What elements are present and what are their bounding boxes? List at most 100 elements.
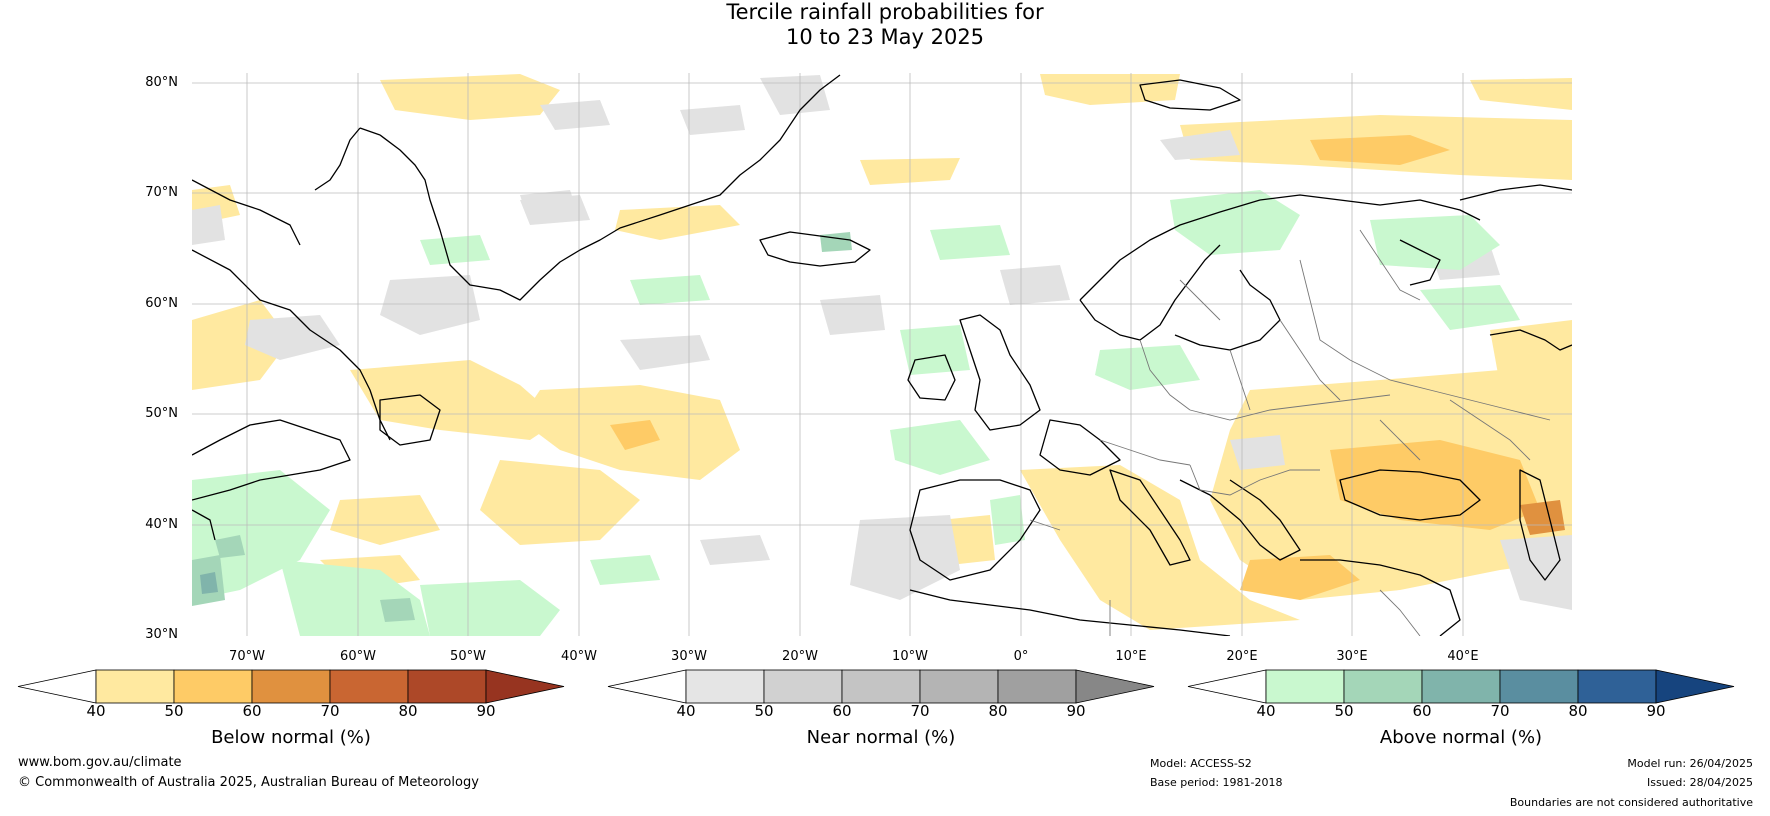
above-patch [200, 572, 218, 594]
near-patch [380, 275, 480, 335]
lat-label-30n: 30°N [145, 627, 178, 642]
cb-below-tick: 60 [242, 702, 262, 720]
coastline-british-isles [959, 314, 1041, 431]
above-patch [590, 555, 660, 585]
above-patch [1420, 285, 1520, 330]
near-patch [520, 190, 575, 210]
below-patch [1520, 500, 1565, 535]
colorbar-segment [1577, 669, 1657, 704]
lon-label-60w: 60°W [340, 649, 376, 664]
above-patch [630, 275, 710, 305]
colorbar-extend-high [1655, 669, 1735, 704]
coastline-iceland [759, 231, 871, 267]
below-patch [610, 420, 660, 450]
near-patch [1000, 265, 1070, 305]
footer-base-period: Base period: 1981-2018 [1150, 776, 1283, 789]
below-patch [350, 360, 560, 440]
lon-label-70w: 70°W [229, 649, 265, 664]
cb-below-tick: 80 [398, 702, 418, 720]
colorbar-segment [1343, 669, 1423, 704]
below-patch [1470, 78, 1572, 110]
coastline-iberia [909, 479, 1041, 581]
footer-boundaries-note: Boundaries are not considered authoritat… [1509, 796, 1753, 809]
coastline-norway [1079, 194, 1481, 301]
colorbar-extend-low [1187, 669, 1267, 704]
coastline-italy [1109, 469, 1191, 566]
coastline-caspian [1519, 469, 1561, 581]
colorbar-segment [685, 669, 765, 704]
cb-near-tick: 70 [910, 702, 930, 720]
above-patch [930, 225, 1010, 260]
map-title-line1: Tercile rainfall probabilities for [726, 0, 1044, 24]
lon-label-40e: 40°E [1447, 649, 1479, 664]
coastline-scandinavia-south [1079, 244, 1221, 341]
above-patch [1170, 190, 1300, 255]
near-patch [850, 515, 960, 600]
colorbar-segment [329, 669, 409, 704]
footer-website-link[interactable]: www.bom.gov.au/climate [18, 755, 182, 770]
cb-below-tick: 40 [86, 702, 106, 720]
cb-above-tick: 80 [1568, 702, 1588, 720]
colorbar-segment [1421, 669, 1501, 704]
colorbar-above-normal [1187, 669, 1735, 704]
cb-near-tick: 40 [676, 702, 696, 720]
lon-label-10e: 10°E [1115, 649, 1147, 664]
colorbar-segment [841, 669, 921, 704]
above-patch [380, 598, 415, 622]
lon-label-30e: 30°E [1336, 649, 1368, 664]
colorbar-segment [251, 669, 331, 704]
lat-label-40n: 40°N [145, 517, 178, 532]
below-patch [330, 495, 440, 545]
below-patch [380, 74, 560, 120]
footer-model-run: Model run: 26/04/2025 [1627, 757, 1753, 770]
coastline-gulf-st-lawrence [192, 419, 351, 501]
cb-below-tick: 50 [164, 702, 184, 720]
near-patch [192, 205, 225, 245]
colorbar-near-normal [607, 669, 1155, 704]
near-patch [540, 100, 610, 130]
cb-above-tick: 90 [1646, 702, 1666, 720]
coastline-ireland [907, 354, 956, 401]
lon-label-20w: 20°W [782, 649, 818, 664]
cb-below-tick: 90 [476, 702, 496, 720]
cb-above-tick: 70 [1490, 702, 1510, 720]
above-patch [192, 470, 330, 600]
colorbar-extend-low [17, 669, 97, 704]
coastline-canada-north [192, 179, 301, 246]
near-patch [760, 75, 830, 115]
lon-label-10w: 10°W [892, 649, 928, 664]
map-title: Tercile rainfall probabilities for 10 to… [0, 0, 1770, 50]
coastline-svalbard [1139, 79, 1241, 111]
above-patch [215, 535, 245, 558]
colorbar-segment [763, 669, 843, 704]
near-patch [820, 295, 885, 335]
above-normal-patches [192, 190, 1520, 636]
map-title-line2: 10 to 23 May 2025 [785, 25, 985, 49]
near-patch [700, 535, 770, 565]
colorbar-segment [407, 669, 487, 704]
cb-near-tick: 60 [832, 702, 852, 720]
near-patch [1230, 435, 1285, 470]
cb-below-tick: 70 [320, 702, 340, 720]
cb-above-tick: 50 [1334, 702, 1354, 720]
lon-label-40w: 40°W [561, 649, 597, 664]
colorbar-below-normal [17, 669, 565, 704]
footer-issued: Issued: 28/04/2025 [1646, 776, 1753, 789]
coastline-russia-north [1489, 329, 1572, 351]
near-patch [1160, 130, 1240, 160]
near-patch [1500, 535, 1572, 610]
colorbar-segment [1265, 669, 1345, 704]
below-patch [480, 460, 640, 545]
below-normal-patches [192, 74, 1572, 630]
coastline-greenland-west [314, 127, 361, 191]
above-patch [890, 420, 990, 475]
colorbar-segment [997, 669, 1077, 704]
lon-label-20e: 20°E [1226, 649, 1258, 664]
country-borders [1029, 229, 1551, 636]
coastline-greenland [359, 74, 841, 301]
below-patch [1040, 74, 1180, 105]
lat-label-80n: 80°N [145, 75, 178, 90]
coastline-north-africa [909, 589, 1231, 636]
near-patch [620, 335, 710, 370]
